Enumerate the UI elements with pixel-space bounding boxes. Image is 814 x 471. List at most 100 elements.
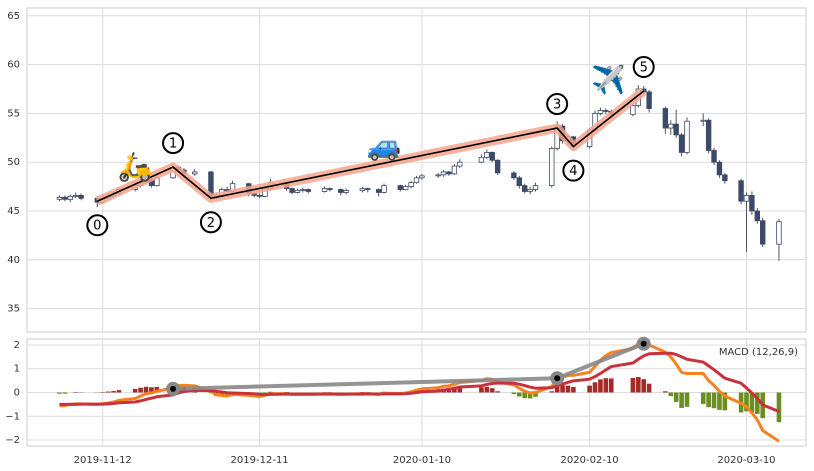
histogram-bar [484, 386, 490, 393]
histogram-bar [663, 391, 668, 393]
candle-body [327, 188, 333, 190]
candle-body [381, 185, 387, 193]
candle-body [597, 110, 604, 114]
histogram-bar [549, 391, 555, 393]
candle-body [738, 180, 744, 202]
histogram-bar [268, 391, 273, 393]
candle-body [603, 110, 609, 112]
candle-body [754, 210, 761, 222]
y-tick-label: 35 [7, 304, 20, 315]
pattern-marker [562, 159, 585, 182]
candle-body [705, 119, 712, 151]
candle-body [397, 185, 403, 190]
candle-body [375, 189, 382, 193]
candle-body [489, 152, 495, 161]
candle-body [700, 119, 706, 122]
candle-body [192, 171, 198, 175]
histogram-bar [138, 387, 143, 393]
candle-body [521, 185, 528, 192]
y-tick-label: 0 [14, 388, 20, 399]
icon: 🛵 [118, 150, 153, 183]
pattern-line [96, 90, 645, 202]
histogram-bar [154, 387, 160, 393]
histogram-bar [755, 392, 760, 414]
pattern-label: 4 [569, 164, 577, 179]
histogram-bar [479, 387, 484, 393]
histogram-bar [776, 392, 782, 423]
y-tick-label: −2 [5, 435, 20, 446]
histogram-bar [143, 386, 149, 393]
candle-body [72, 194, 79, 197]
pattern-marker [162, 132, 185, 155]
candle-body [743, 194, 750, 202]
histogram-bar [105, 391, 111, 393]
y-tick-label: 2 [14, 340, 20, 351]
y-tick-label: −1 [5, 411, 20, 422]
pattern-dot [640, 340, 647, 347]
candle-body [749, 194, 755, 212]
histogram-bar [132, 388, 138, 393]
histogram-bar [62, 392, 68, 394]
candle-body [294, 190, 301, 193]
histogram-bar [511, 392, 517, 395]
histogram-bar [630, 377, 636, 393]
histogram-bar [641, 379, 647, 393]
candle-body [256, 194, 263, 197]
candle-body [457, 161, 463, 167]
legend-label: MACD (12,26,9) [719, 347, 798, 358]
histogram-bar [684, 392, 690, 407]
histogram-bar [111, 391, 116, 393]
candle-body [511, 172, 517, 179]
candle-body [67, 195, 73, 200]
histogram-bar [646, 383, 652, 393]
candle-body [684, 120, 690, 153]
histogram-bar [560, 385, 565, 393]
histogram-bar [565, 385, 571, 393]
histogram-bar [679, 392, 684, 408]
candle-body [532, 185, 539, 190]
pattern-label: 2 [207, 216, 215, 231]
candle-body [413, 177, 420, 184]
candle-body [408, 182, 414, 187]
pattern-marker [632, 55, 655, 78]
candle-body [305, 189, 312, 192]
candle-body [365, 188, 371, 190]
histogram-bar [749, 392, 755, 413]
candle-body [338, 189, 344, 193]
pattern-marker [86, 214, 109, 237]
histogram-bar [262, 392, 268, 394]
pattern-label: 5 [640, 60, 648, 75]
candle-body [668, 123, 674, 129]
x-tick-label: 2019-11-12 [74, 455, 132, 466]
histogram-bar [495, 391, 500, 393]
candle-body [662, 108, 669, 129]
y-tick-label: 1 [14, 364, 20, 375]
y-tick-label: 65 [7, 11, 20, 22]
candle-body [435, 174, 441, 177]
y-tick-label: 45 [7, 206, 20, 217]
histogram-bar [587, 385, 592, 393]
candle-body [673, 123, 679, 136]
pattern-label: 3 [553, 98, 561, 113]
candle-body [711, 150, 717, 163]
pattern-dot [554, 375, 561, 382]
candle-body [359, 188, 366, 191]
candle-body [760, 220, 766, 245]
histogram-bar [57, 392, 62, 394]
candle-body [494, 159, 501, 174]
histogram-bar [717, 392, 722, 410]
histogram-bar [603, 378, 609, 393]
candle-body [78, 194, 84, 199]
histogram-bar [673, 392, 679, 403]
histogram-bar [608, 378, 614, 393]
pattern-label: 1 [169, 137, 177, 152]
candle-body [402, 186, 409, 190]
histogram-bar [744, 392, 749, 412]
candle-body [716, 161, 723, 176]
y-tick-label: 50 [7, 157, 20, 168]
candle-body [549, 148, 555, 187]
histogram-bar [722, 392, 728, 411]
histogram-bar [489, 388, 495, 393]
candle-body [300, 189, 306, 191]
